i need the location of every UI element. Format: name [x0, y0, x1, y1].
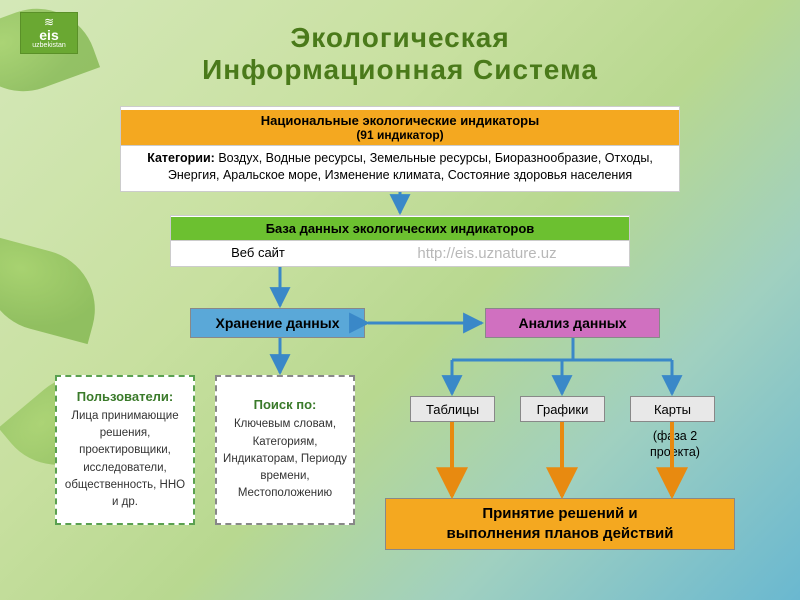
output-tables: Таблицы	[410, 396, 495, 422]
users-box: Пользователи: Лица принимающие решения, …	[55, 375, 195, 525]
storage-node: Хранение данных	[190, 308, 365, 338]
database-header: База данных экологических индикаторов	[171, 217, 629, 241]
indicators-header: Национальные экологические индикаторы (9…	[121, 110, 679, 146]
page-title: Экологическая Информационная Система	[0, 22, 800, 86]
search-box: Поиск по: Ключевым словам, Категориям, И…	[215, 375, 355, 525]
website-url[interactable]: http://eis.uznature.uz	[345, 241, 629, 266]
indicators-categories: Категории: Воздух, Водные ресурсы, Земел…	[121, 146, 679, 188]
indicators-block: Национальные экологические индикаторы (9…	[120, 106, 680, 192]
analysis-node: Анализ данных	[485, 308, 660, 338]
database-block: База данных экологических индикаторов Ве…	[170, 215, 630, 267]
website-label: Веб сайт	[171, 241, 345, 266]
phase-note: (фаза 2 проекта)	[630, 428, 720, 461]
decision-block: Принятие решений и выполнения планов дей…	[385, 498, 735, 550]
output-graphs: Графики	[520, 396, 605, 422]
output-maps: Карты	[630, 396, 715, 422]
